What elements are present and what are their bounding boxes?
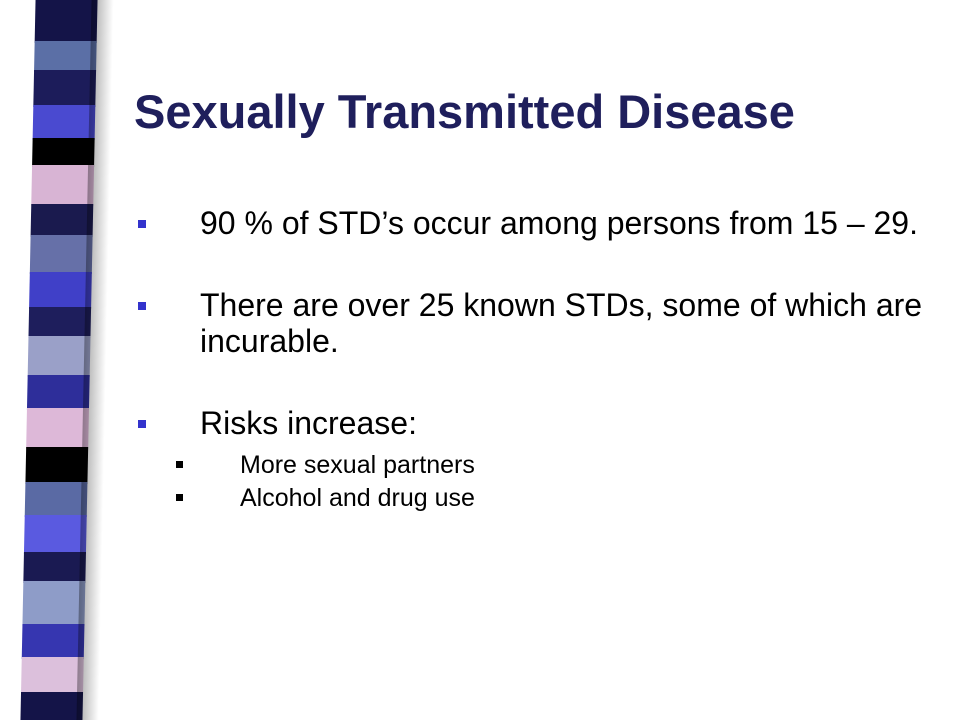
sub-bullet-item: Alcohol and drug use: [134, 482, 924, 515]
stripe-block: [32, 105, 96, 140]
stripe-block: [32, 138, 95, 167]
sub-bullet-list: More sexual partners Alcohol and drug us…: [176, 449, 924, 515]
stripe-block: [34, 0, 98, 43]
stripe-block: [26, 408, 89, 449]
stripe-block: [21, 657, 84, 694]
slide-title: Sexually Transmitted Disease: [134, 85, 795, 138]
stripe-block: [23, 515, 87, 554]
bullet-text: There are over 25 known STDs, some of wh…: [200, 287, 923, 359]
stripe-block: [29, 272, 92, 309]
bullet-item: Risks increase: More sexual partners Alc…: [134, 405, 924, 515]
stripe-block: [33, 70, 97, 107]
bullet-text: 90 % of STD’s occur among persons from 1…: [200, 205, 918, 241]
square-bullet-icon: [138, 220, 146, 228]
square-bullet-icon: [138, 420, 146, 428]
bullet-item: 90 % of STD’s occur among persons from 1…: [134, 205, 924, 241]
sub-bullet-text: More sexual partners: [240, 451, 475, 479]
stripe-block: [30, 204, 94, 237]
stripe-block: [29, 235, 93, 274]
stripe-block: [24, 482, 88, 517]
stripe-block: [23, 552, 86, 583]
stripe-block: [27, 336, 91, 377]
stripe-block: [25, 447, 89, 484]
sub-bullet-text: Alcohol and drug use: [240, 484, 475, 512]
stripe-block: [21, 624, 85, 659]
bullet-text: Risks increase:: [200, 405, 417, 441]
stripe-block: [34, 41, 97, 72]
bullet-list: 90 % of STD’s occur among persons from 1…: [134, 205, 924, 515]
stripe-block: [22, 581, 86, 626]
stripe-block: [31, 165, 95, 206]
square-bullet-icon: [176, 494, 183, 501]
square-bullet-icon: [176, 461, 183, 468]
square-bullet-icon: [138, 302, 146, 310]
stripe-block: [26, 375, 90, 410]
stripe-block: [28, 307, 92, 338]
bullet-item: There are over 25 known STDs, some of wh…: [134, 287, 924, 359]
stripe-block: [20, 692, 84, 720]
sub-bullet-item: More sexual partners: [134, 449, 924, 482]
